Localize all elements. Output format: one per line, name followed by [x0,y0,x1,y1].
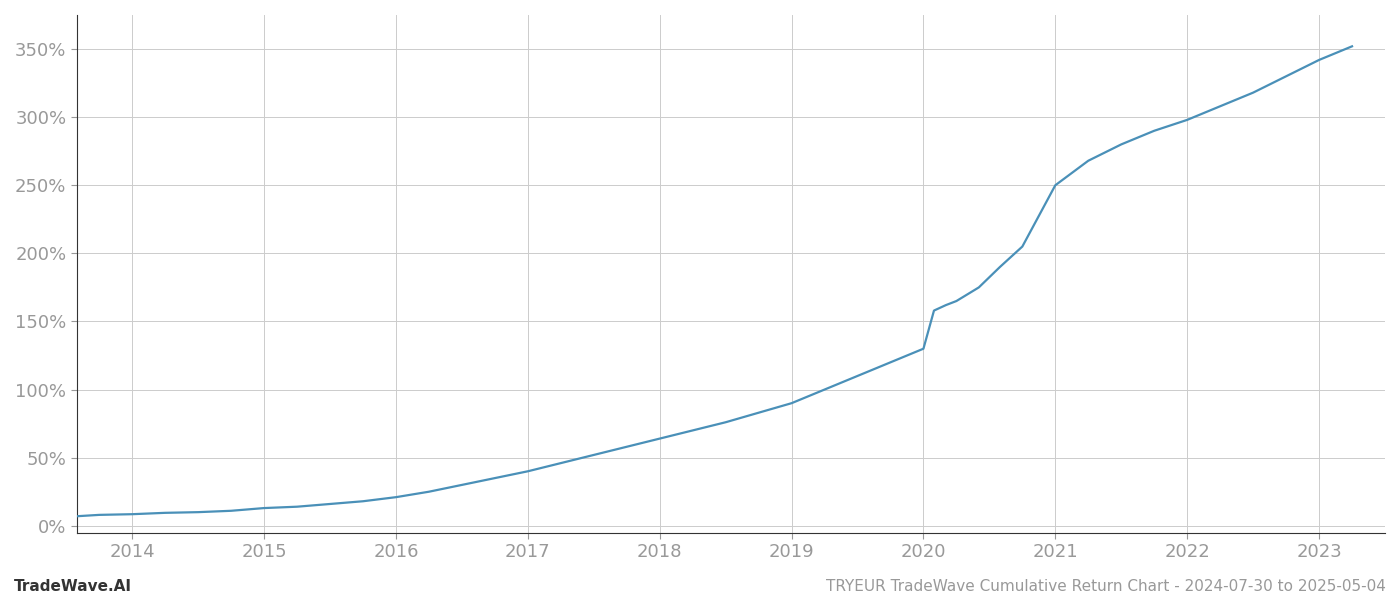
Text: TRYEUR TradeWave Cumulative Return Chart - 2024-07-30 to 2025-05-04: TRYEUR TradeWave Cumulative Return Chart… [826,579,1386,594]
Text: TradeWave.AI: TradeWave.AI [14,579,132,594]
